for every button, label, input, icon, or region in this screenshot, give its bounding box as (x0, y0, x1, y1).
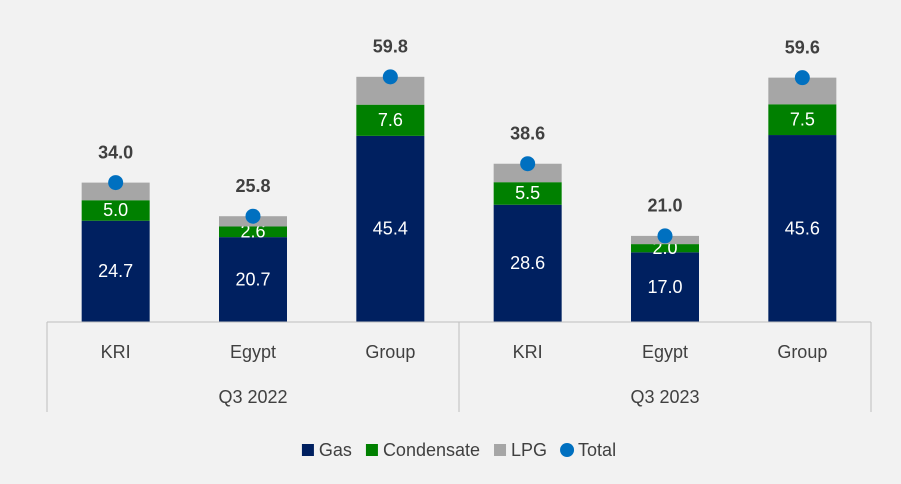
data-label: 28.6 (510, 253, 545, 273)
total-label: 59.6 (785, 37, 820, 57)
total-label: 25.8 (235, 176, 270, 196)
data-label: 20.7 (235, 269, 270, 289)
total-label: 38.6 (510, 123, 545, 143)
bar-segment (219, 226, 287, 238)
data-label: 5.0 (103, 200, 128, 220)
bar-segment (81, 220, 150, 322)
category-label: Group (365, 342, 415, 362)
bar-segment (631, 244, 699, 253)
bar-segment (768, 135, 837, 322)
legend-marker (494, 444, 507, 456)
group-label: Q3 2023 (630, 387, 699, 407)
data-label: 45.4 (373, 219, 408, 239)
legend-marker (301, 444, 314, 456)
bar-segment (768, 104, 837, 136)
total-marker (657, 228, 673, 244)
bar-segment (81, 182, 150, 201)
data-label: 5.5 (515, 183, 540, 203)
legend-marker (365, 444, 378, 456)
bar-segment (356, 104, 425, 136)
bar-segment (631, 252, 699, 322)
legend-label: Condensate (383, 440, 480, 460)
bar-segment (493, 204, 562, 322)
total-marker (382, 69, 398, 85)
legend-label: LPG (511, 440, 547, 460)
total-marker (108, 175, 124, 191)
category-label: Egypt (642, 342, 688, 362)
group-label: Q3 2022 (218, 387, 287, 407)
total-label: 21.0 (647, 196, 682, 216)
total-marker (520, 156, 536, 172)
bar-segment (493, 182, 562, 205)
legend-label: Gas (319, 440, 352, 460)
total-label: 59.8 (373, 37, 408, 57)
category-label: Egypt (230, 342, 276, 362)
legend-label: Total (578, 440, 616, 460)
category-label: KRI (101, 342, 131, 362)
legend-marker (560, 443, 575, 457)
bar-segment (356, 135, 425, 322)
data-label: 24.7 (98, 261, 133, 281)
total-label: 34.0 (98, 142, 133, 162)
data-label: 7.6 (378, 110, 403, 130)
bar-segment (493, 163, 562, 183)
bar-segment (81, 200, 150, 221)
data-label: 17.0 (647, 277, 682, 297)
total-marker (794, 70, 810, 86)
category-label: Group (777, 342, 827, 362)
data-label: 7.5 (790, 109, 815, 129)
data-label: 45.6 (785, 218, 820, 238)
category-label: KRI (513, 342, 543, 362)
total-marker (245, 208, 261, 224)
bar-segment (219, 237, 287, 322)
data-label: 2.6 (240, 222, 265, 242)
